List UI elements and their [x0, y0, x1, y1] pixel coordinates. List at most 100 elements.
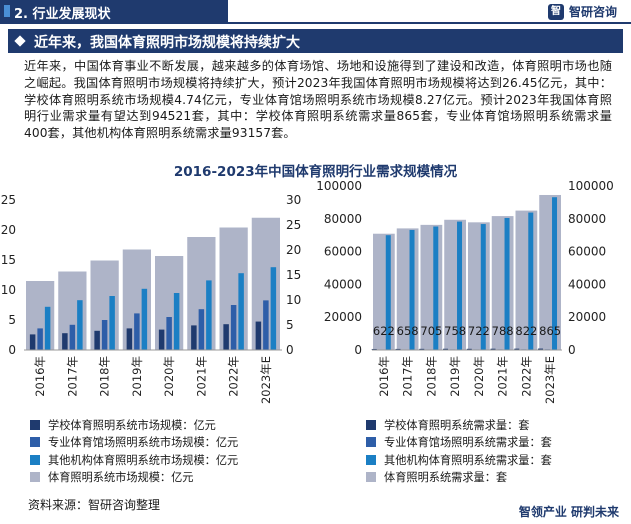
bar-other-demand — [385, 235, 391, 350]
source-note: 资料来源：智研咨询整理 — [28, 498, 161, 512]
data-label-school-demand: 622 — [373, 324, 395, 338]
right-y-tick: 0 — [286, 343, 294, 357]
headline-text: 近年来，我国体育照明市场规模将持续扩大 — [34, 35, 300, 51]
bar-other — [173, 293, 180, 350]
legend-swatch — [366, 472, 376, 483]
bar-other — [238, 273, 244, 350]
right-chart-y-tick-left: 40000 — [324, 277, 362, 291]
legend-label: 专业体育馆场照明系统市场规模：亿元 — [48, 436, 239, 450]
bar-school — [191, 325, 197, 350]
data-label-school-demand: 758 — [444, 324, 466, 338]
bar-other-demand — [409, 229, 415, 350]
section-marker-icon — [4, 5, 10, 17]
bar-school-demand — [371, 348, 377, 350]
left-legend: 学校体育照明系统市场规模：亿元专业体育馆场照明系统市场规模：亿元 其他机构体育照明… — [30, 416, 238, 486]
bar-school — [29, 334, 36, 350]
brand-logo-icon: 智 — [547, 3, 564, 20]
bar-pro-venue — [37, 328, 43, 350]
legend-label: 其他机构体育照明系统需求量：套 — [384, 453, 552, 467]
right-x-tick: 2022年 — [519, 356, 533, 397]
right-chart: 0 0 20000 20000 40000 40000 60000 60000 80000 800… — [316, 179, 614, 404]
section-underline — [0, 22, 631, 24]
bar-other-demand — [433, 226, 439, 350]
right-y-tick: 20 — [286, 243, 301, 257]
left-y-tick: 10 — [1, 283, 16, 297]
right-chart-y-tick-right: 0 — [568, 343, 576, 357]
bar-school — [94, 330, 100, 350]
legend-item: 专业体育馆场照明系统市场规模：亿元 — [30, 434, 238, 452]
bar-other-demand — [480, 224, 486, 350]
bar-school-demand — [443, 348, 449, 350]
right-chart-y-tick-left: 20000 — [324, 310, 362, 324]
legend-item: 学校体育照明系统市场规模：亿元 — [30, 416, 238, 434]
right-chart-y-tick-right: 40000 — [568, 277, 606, 291]
legend-label: 体育照明系统市场规模：亿元 — [48, 471, 194, 485]
right-chart-y-tick-left: 60000 — [324, 245, 362, 259]
legend-item: 专业体育馆场照明系统需求量：套 — [366, 434, 552, 452]
bar-other — [44, 306, 51, 350]
data-label-school-demand: 722 — [468, 324, 490, 338]
right-x-tick: 2021年 — [496, 356, 510, 397]
bar-other — [141, 288, 148, 350]
right-chart-y-tick-right: 100000 — [568, 179, 614, 193]
bar-school-demand — [514, 348, 520, 350]
left-x-tick: 2021年 — [194, 356, 208, 397]
bar-school-demand — [419, 348, 425, 350]
left-y-tick: 5 — [8, 313, 16, 327]
bar-pro-venue — [198, 309, 205, 350]
left-x-tick: 2023年E — [259, 356, 273, 404]
bar-other-demand — [457, 221, 463, 350]
bar-school-demand — [395, 348, 401, 350]
legend-swatch — [30, 419, 40, 430]
bar-school — [62, 333, 68, 350]
right-y-tick: 25 — [286, 218, 301, 232]
intro-paragraph: 近年来，中国体育事业不断发展，越来越多的体育场馆、场地和设施得到了建设和改造，体… — [24, 59, 612, 141]
right-x-tick: 2023年E — [543, 356, 557, 404]
bar-school-demand — [490, 348, 496, 350]
section-tab: 2. 行业发展现状 — [0, 0, 228, 24]
left-x-tick: 2017年 — [65, 356, 79, 397]
bar-pro-venue — [263, 300, 269, 350]
section-title: 2. 行业发展现状 — [14, 7, 111, 22]
bar-school-demand — [538, 348, 544, 350]
legend-item: 体育照明系统市场规模：亿元 — [30, 469, 238, 487]
right-y-tick: 15 — [286, 268, 301, 282]
right-chart-y-tick-left: 0 — [354, 343, 362, 357]
brand-name: 智研咨询 — [568, 5, 617, 19]
brand: 智 智研咨询 — [547, 3, 617, 20]
data-label-school-demand: 822 — [515, 324, 537, 338]
left-y-tick: 20 — [1, 223, 16, 237]
legend-swatch — [30, 472, 40, 483]
data-label-school-demand: 705 — [420, 324, 442, 338]
legend-swatch — [366, 419, 376, 430]
right-x-tick: 2019年 — [448, 356, 462, 397]
bar-pro-venue — [69, 324, 76, 350]
legend-swatch — [366, 437, 376, 448]
top-bar: 2. 行业发展现状 智 智研咨询 — [0, 0, 631, 24]
chart-title: 2016-2023年中国体育照明行业需求规模情况 — [173, 164, 458, 180]
left-x-tick: 2016年 — [33, 356, 47, 397]
bar-other-demand — [528, 212, 534, 350]
right-x-tick: 2017年 — [401, 356, 415, 397]
data-label-school-demand: 865 — [539, 324, 561, 338]
bar-pro-venue — [230, 305, 237, 350]
bar-pro-venue — [134, 313, 140, 350]
legend-label: 其他机构体育照明系统市场规模：亿元 — [48, 453, 239, 467]
legend-item: 学校体育照明系统需求量：套 — [366, 416, 552, 434]
legend-item: 其他机构体育照明系统需求量：套 — [366, 451, 552, 469]
headline-banner: 近年来，我国体育照明市场规模将持续扩大 — [8, 29, 623, 53]
bar-pro-venue — [101, 320, 108, 350]
right-y-tick: 5 — [286, 318, 294, 332]
left-x-tick: 2022年 — [227, 356, 241, 397]
bar-other-demand — [552, 197, 558, 350]
legend-swatch — [30, 454, 40, 465]
right-chart-y-tick-left: 100000 — [316, 179, 362, 193]
bar-school — [158, 329, 165, 350]
right-x-tick: 2020年 — [472, 356, 486, 397]
legend-item: 体育照明系统需求量：套 — [366, 469, 552, 487]
bar-other — [206, 280, 212, 350]
left-y-tick: 0 — [8, 343, 16, 357]
left-y-tick: 15 — [1, 253, 16, 267]
bar-school-demand — [466, 348, 472, 350]
